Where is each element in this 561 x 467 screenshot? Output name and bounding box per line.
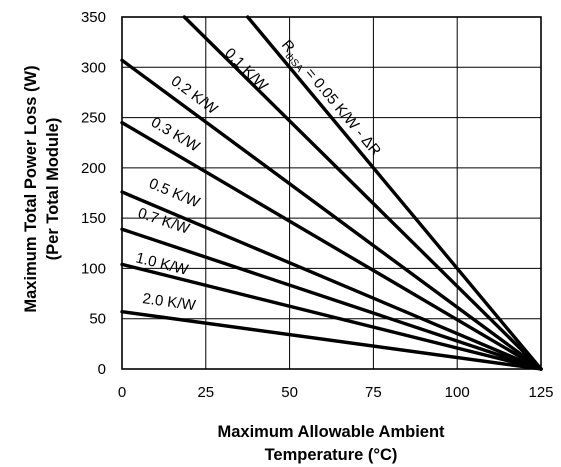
x-axis-title-line-2: Temperature (°C)	[265, 446, 398, 464]
y-tick-label: 250	[81, 110, 106, 127]
y-tick-labels: 0 50 100 150 200 250 300 350	[81, 9, 106, 378]
series-line	[122, 123, 541, 369]
x-tick-label: 0	[118, 384, 126, 401]
series-label: 2.0 K/W	[141, 290, 197, 314]
y-tick-label: 300	[81, 59, 106, 76]
x-tick-label: 75	[365, 384, 382, 401]
y-tick-label: 200	[81, 160, 106, 177]
x-tick-label: 100	[445, 384, 470, 401]
series-label: 0.1 K/W	[221, 45, 272, 95]
y-tick-label: 100	[81, 260, 106, 277]
y-tick-label: 50	[89, 311, 106, 328]
y-tick-label: 0	[98, 361, 106, 378]
x-axis-title-line-1: Maximum Allowable Ambient	[217, 423, 445, 441]
x-tick-label: 50	[281, 384, 298, 401]
series-line	[248, 17, 541, 369]
x-tick-labels: 0 25 50 75 100 125	[118, 384, 554, 401]
x-tick-label: 25	[197, 384, 214, 401]
series-label: RthSA = 0.05 K/W - ΔR	[276, 37, 385, 162]
y-axis-title-line-1: Maximum Total Power Loss (W)	[22, 65, 40, 312]
series-label: 0.2 K/W	[168, 73, 222, 119]
y-axis-title-line-2: (Per Total Module)	[44, 118, 62, 261]
series-label: 0.3 K/W	[148, 114, 203, 156]
y-tick-label: 150	[81, 210, 106, 227]
y-tick-label: 350	[81, 9, 106, 26]
series-line	[122, 312, 541, 369]
x-tick-label: 125	[528, 384, 553, 401]
